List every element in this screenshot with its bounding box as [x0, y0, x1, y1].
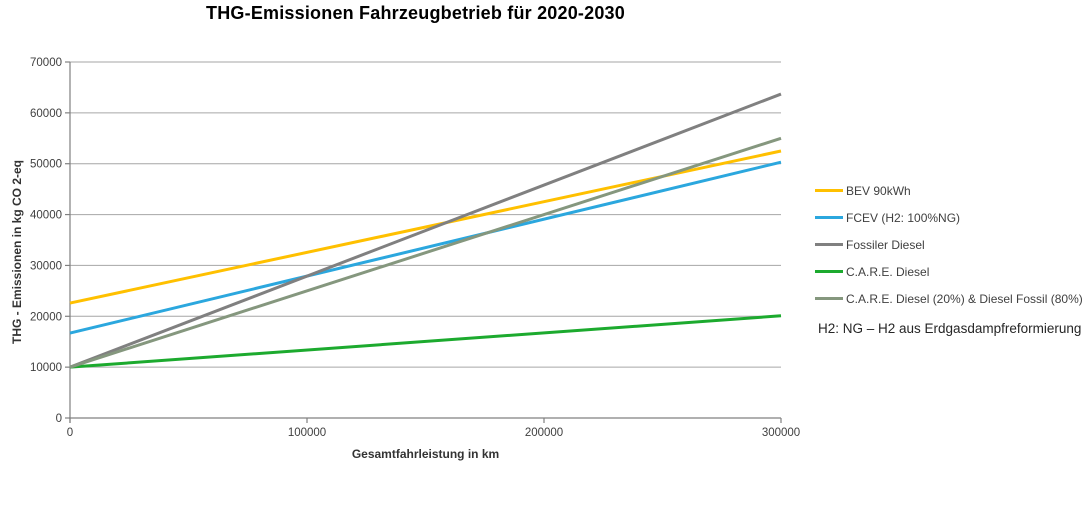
x-tick-label-0: 0 [67, 427, 73, 439]
legend-swatch-fossil-diesel [815, 243, 843, 246]
legend-label: C.A.R.E. Diesel [846, 264, 930, 279]
y-tick-label-30000: 30000 [30, 260, 62, 272]
y-tick-label-10000: 10000 [30, 362, 62, 374]
legend-item-fcev: FCEV (H2: 100%NG) [815, 209, 1083, 226]
x-axis-title: Gesamtfahrleistung in km [351, 447, 500, 461]
legend-label: Fossiler Diesel [846, 237, 925, 252]
legend: BEV 90kWh FCEV (H2: 100%NG) Fossiler Die… [815, 182, 1083, 307]
legend-item-care-fossil-mix: C.A.R.E. Diesel (20%) & Diesel Fossil (8… [815, 290, 1083, 307]
y-tick-label-20000: 20000 [30, 311, 62, 323]
y-tick-label-70000: 70000 [30, 57, 62, 69]
legend-item-care-diesel: C.A.R.E. Diesel [815, 263, 1083, 280]
y-axis-title: THG - Emissionen in kg CO 2-eq [10, 159, 24, 345]
y-tick-label-40000: 40000 [30, 210, 62, 222]
x-tick-label-200000: 200000 [525, 427, 563, 439]
legend-swatch-bev [815, 189, 843, 192]
h2-footnote: H2: NG – H2 aus Erdgasdampfreformierung [818, 321, 1082, 336]
x-tick-label-300000: 300000 [762, 427, 800, 439]
series-line-fcev-h2-100-ng [69, 160, 782, 335]
legend-swatch-care-diesel [815, 270, 843, 273]
chart-title: THG-Emissionen Fahrzeugbetrieb für 2020-… [206, 3, 625, 23]
legend-item-bev: BEV 90kWh [815, 182, 1083, 199]
series-line-c-a-r-e-diesel-20-diesel-fossil-80 [69, 136, 782, 369]
legend-label: FCEV (H2: 100%NG) [846, 210, 961, 225]
series-line-c-a-r-e-diesel [69, 314, 782, 369]
legend-swatch-fcev [815, 216, 843, 219]
legend-item-fossil-diesel: Fossiler Diesel [815, 236, 1083, 253]
x-tick-label-100000: 100000 [288, 427, 326, 439]
legend-label: BEV 90kWh [846, 183, 911, 198]
y-tick-label-60000: 60000 [30, 108, 62, 120]
y-tick-label-0: 0 [56, 413, 62, 425]
legend-label: C.A.R.E. Diesel (20%) & Diesel Fossil (8… [846, 291, 1083, 306]
y-tick-label-50000: 50000 [30, 159, 62, 171]
series-line-fossiler-diesel [69, 92, 782, 369]
legend-swatch-care-fossil-mix [815, 297, 843, 300]
